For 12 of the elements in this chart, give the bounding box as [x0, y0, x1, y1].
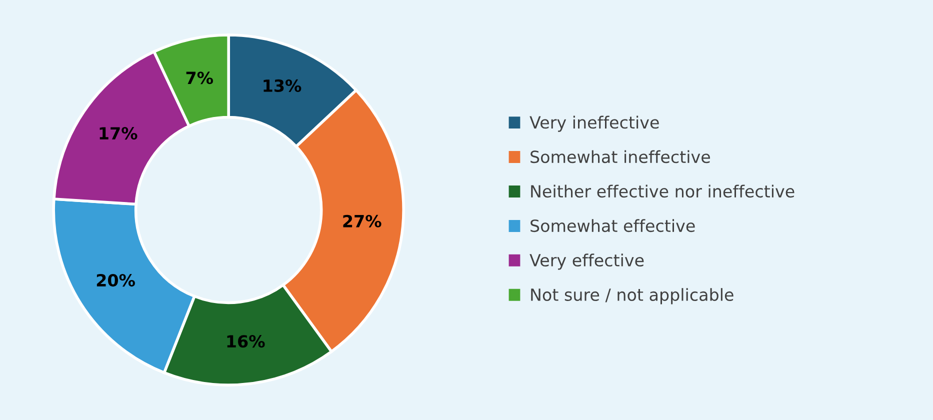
data-label: 27% — [343, 214, 382, 228]
data-label: 17% — [100, 126, 138, 140]
legend-label: Neither effective nor ineffective — [531, 184, 794, 198]
legend-label: Somewhat effective — [530, 219, 695, 232]
legend-label: Very ineffective — [530, 116, 659, 132]
legend-label: Somewhat ineffective — [530, 150, 710, 164]
data-label: 20% — [96, 274, 135, 287]
data-label: 7% — [186, 72, 213, 84]
legend-label: Very effective — [530, 254, 644, 270]
legend-label: Not sure / not applicable — [531, 288, 734, 304]
data-label: 13% — [264, 79, 302, 92]
data-label: 16% — [227, 335, 265, 348]
